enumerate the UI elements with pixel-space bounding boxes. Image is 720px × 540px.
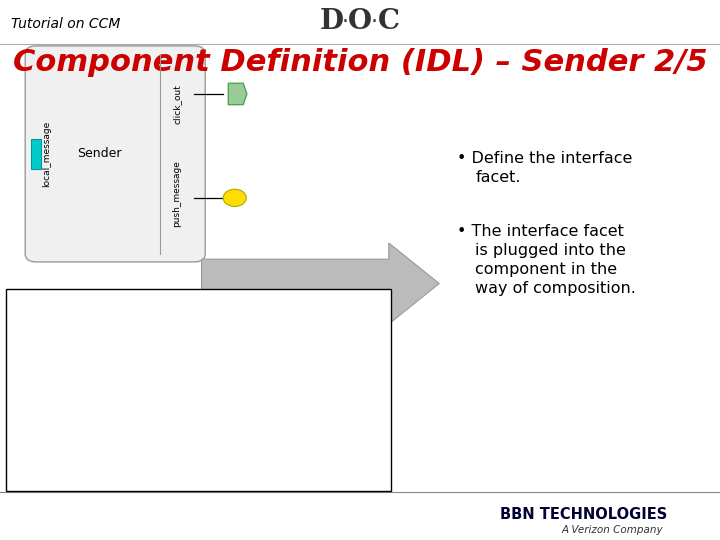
Text: Tutorial on CCM: Tutorial on CCM bbox=[11, 17, 120, 31]
Text: ❖: ❖ bbox=[22, 502, 37, 519]
Text: component Sender supports trigger: component Sender supports trigger bbox=[13, 383, 243, 393]
Polygon shape bbox=[202, 243, 439, 324]
Text: ·: · bbox=[371, 11, 378, 32]
Text: { void start (); };: { void start (); }; bbox=[13, 342, 148, 352]
Text: click_out: click_out bbox=[173, 84, 181, 124]
Text: { provides message push_message;: { provides message push_message; bbox=[13, 403, 235, 414]
Text: facet.: facet. bbox=[475, 170, 521, 185]
Text: home SenderHome manages Sender {};: home SenderHome manages Sender {}; bbox=[13, 465, 249, 475]
Bar bbox=[31, 139, 41, 168]
Text: BBN TECHNOLOGIES: BBN TECHNOLOGIES bbox=[500, 507, 667, 522]
Text: //Sender.idl: //Sender.idl bbox=[13, 301, 94, 311]
Circle shape bbox=[223, 189, 246, 206]
Text: • Define the interface: • Define the interface bbox=[457, 151, 633, 166]
Text: Component Definition (IDL) – Sender 2/5: Component Definition (IDL) – Sender 2/5 bbox=[13, 48, 707, 77]
Text: component in the: component in the bbox=[475, 262, 617, 277]
Text: A Verizon Company: A Verizon Company bbox=[562, 525, 663, 535]
Text: local_message: local_message bbox=[42, 121, 51, 187]
Text: D: D bbox=[319, 8, 343, 35]
Polygon shape bbox=[228, 83, 247, 105]
FancyBboxPatch shape bbox=[6, 289, 391, 491]
Text: push_message: push_message bbox=[173, 160, 181, 227]
Text: publishes timeout click_out;: publishes timeout click_out; bbox=[13, 424, 222, 434]
Text: interface trigger: interface trigger bbox=[13, 321, 135, 332]
Text: way of composition.: way of composition. bbox=[475, 281, 636, 296]
Text: University in St. Louis: University in St. Louis bbox=[42, 521, 141, 530]
Text: ·: · bbox=[342, 11, 349, 32]
Text: Washington: Washington bbox=[53, 502, 131, 515]
Text: V: V bbox=[631, 12, 647, 32]
Text: • The interface facet: • The interface facet bbox=[457, 224, 624, 239]
Text: Sender: Sender bbox=[77, 147, 122, 160]
Text: ISIS: ISIS bbox=[659, 13, 698, 31]
Text: attribute string local_message;};: attribute string local_message;}; bbox=[13, 444, 256, 455]
Text: is plugged into the: is plugged into the bbox=[475, 243, 626, 258]
Text: O: O bbox=[348, 8, 372, 35]
FancyBboxPatch shape bbox=[25, 46, 205, 262]
Text: C: C bbox=[378, 8, 400, 35]
